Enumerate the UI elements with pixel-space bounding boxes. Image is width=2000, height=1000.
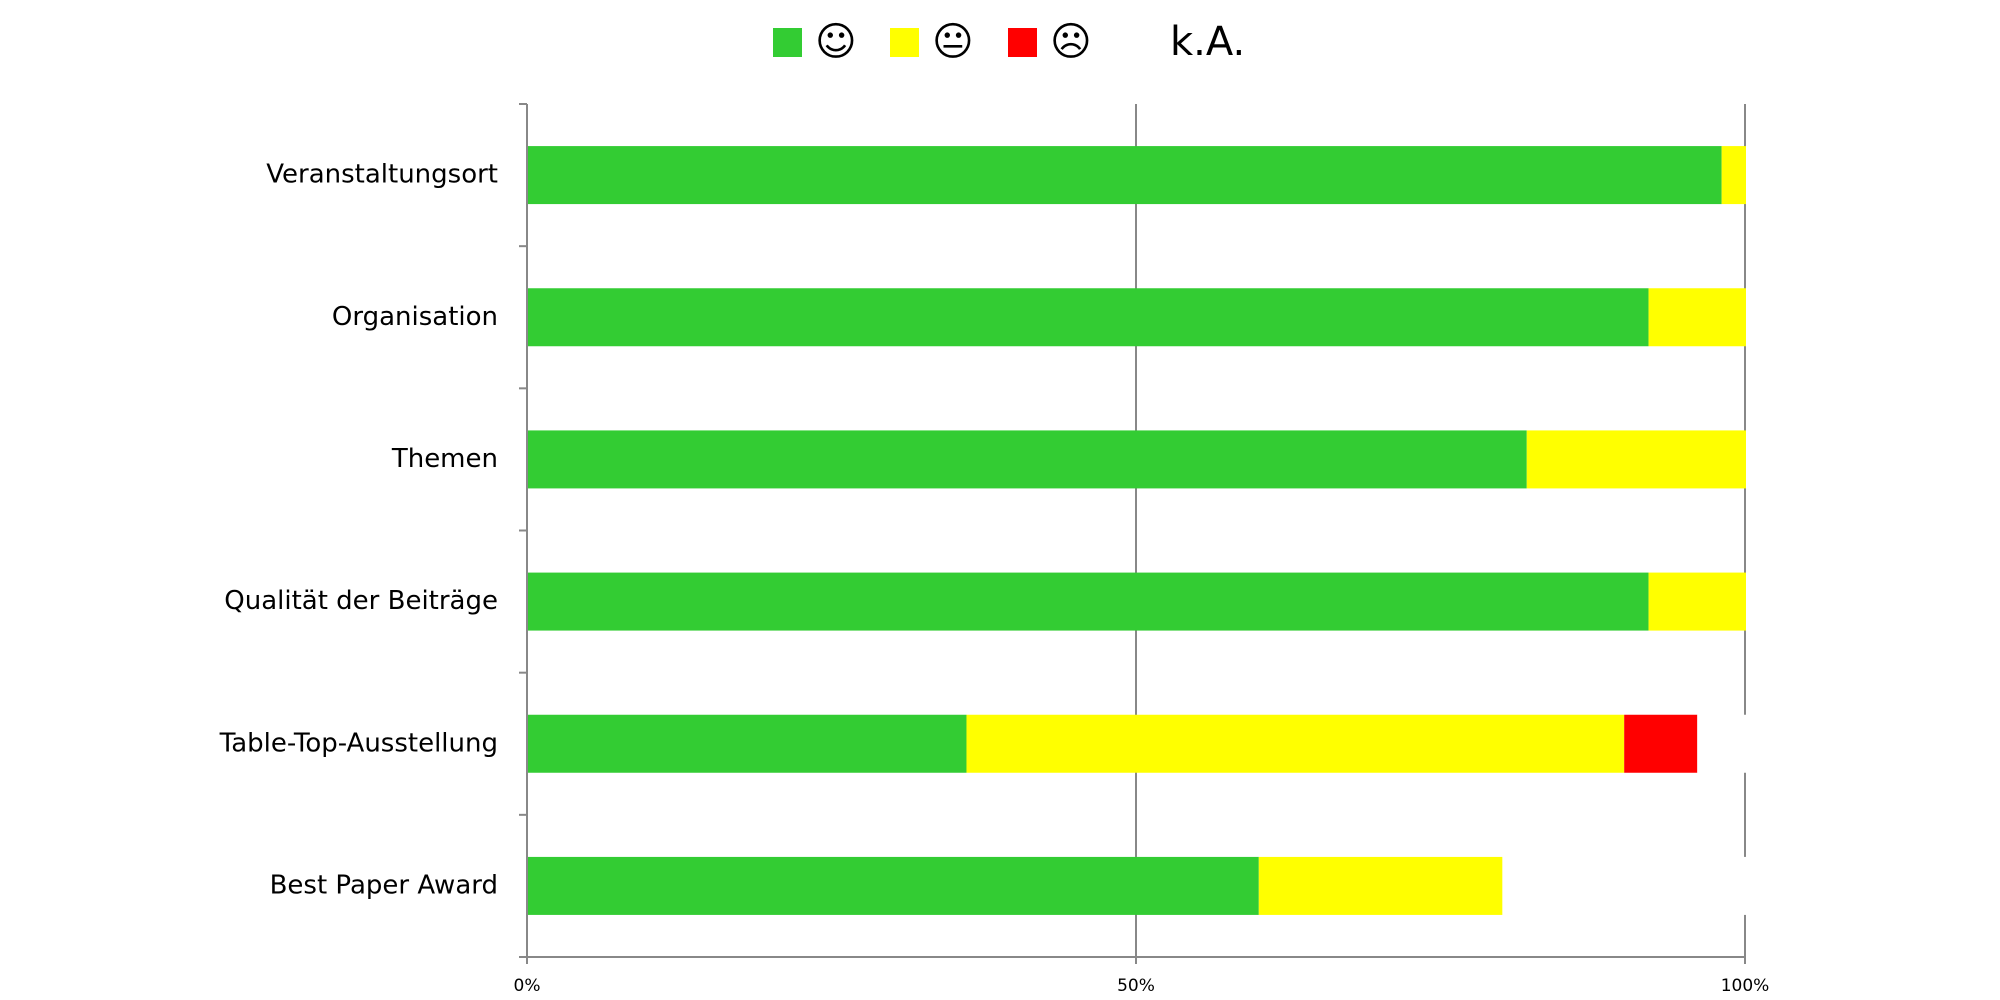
category-label: Qualität der Beiträge <box>224 586 498 616</box>
legend-swatch <box>773 28 802 57</box>
category-label: Themen <box>391 444 498 474</box>
legend-label: 😐 <box>932 19 974 65</box>
bar-segment <box>1258 856 1503 915</box>
bar-segment <box>528 572 1649 631</box>
bar-segment <box>1721 146 1746 205</box>
bar-segment <box>528 288 1649 347</box>
legend-label: ☺ <box>815 19 857 65</box>
bar-segment <box>1697 714 1746 773</box>
bar-segment <box>1648 572 1746 631</box>
category-label: Best Paper Award <box>270 870 498 900</box>
x-tick-label: 0% <box>514 976 541 996</box>
bar-segment <box>528 714 967 773</box>
x-tick-label: 50% <box>1117 976 1155 996</box>
legend-swatch <box>1150 28 1179 57</box>
legend-swatch <box>890 28 919 57</box>
bar-segment <box>966 714 1625 773</box>
x-tick-label: 100% <box>1721 976 1770 996</box>
bar-segment <box>1526 430 1746 489</box>
bar-segment <box>1648 288 1746 347</box>
legend-label: k.A. <box>1170 19 1245 65</box>
category-label: Veranstaltungsort <box>266 160 498 190</box>
bar-segment <box>528 856 1259 915</box>
bar-segment <box>528 430 1527 489</box>
legend-label: ☹ <box>1050 19 1092 65</box>
legend-swatch <box>1008 28 1037 57</box>
bar-segment <box>1502 856 1746 915</box>
bar-segment <box>1624 714 1698 773</box>
category-label: Table-Top-Ausstellung <box>219 728 498 758</box>
bar-segment <box>528 146 1722 205</box>
category-label: Organisation <box>332 302 498 332</box>
